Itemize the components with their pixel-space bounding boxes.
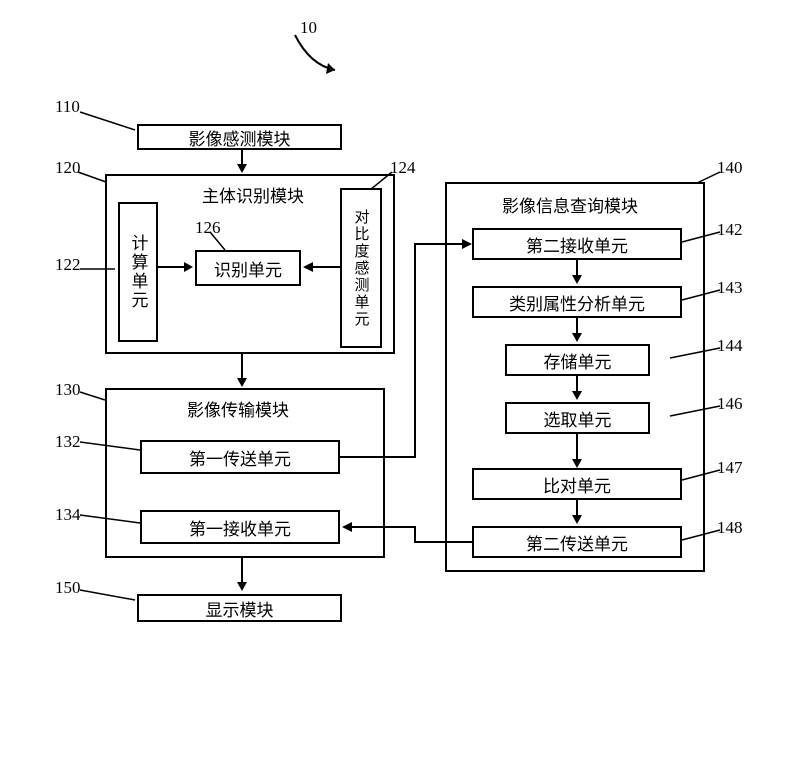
- module-126: 识别单元: [195, 250, 301, 286]
- module-120-title: 主体识别模块: [202, 182, 304, 207]
- arrow-down: [570, 318, 584, 344]
- module-147-text: 比对单元: [543, 472, 611, 497]
- leader-line: [670, 348, 720, 360]
- module-130-title: 影像传输模块: [187, 396, 289, 421]
- label-132: 132: [55, 432, 81, 452]
- label-144: 144: [717, 336, 743, 356]
- arrow-down: [570, 260, 584, 286]
- leader-line: [80, 442, 145, 454]
- curved-arrow-icon: [290, 30, 350, 80]
- leader-line: [80, 265, 120, 273]
- module-140-title: 影像信息查询模块: [502, 192, 638, 217]
- module-122: 计算单元: [118, 202, 158, 342]
- label-148: 148: [717, 518, 743, 538]
- leader-line: [80, 590, 140, 605]
- leader-line: [80, 515, 145, 527]
- module-150: 显示模块: [137, 594, 342, 622]
- label-110: 110: [55, 97, 80, 117]
- module-150-text: 显示模块: [206, 596, 274, 621]
- module-134-text: 第一接收单元: [189, 515, 291, 540]
- label-146: 146: [717, 394, 743, 414]
- module-148-text: 第二传送单元: [526, 530, 628, 555]
- arrow-left-148-134: [340, 520, 475, 548]
- label-130: 130: [55, 380, 81, 400]
- leader-line: [682, 530, 720, 542]
- module-148: 第二传送单元: [472, 526, 682, 558]
- module-146: 选取单元: [505, 402, 650, 434]
- arrow-down: [570, 434, 584, 470]
- module-122-text: 计算单元: [126, 234, 151, 310]
- module-126-text: 识别单元: [214, 256, 282, 281]
- arrow-down: [235, 150, 249, 175]
- module-142-text: 第二接收单元: [526, 232, 628, 257]
- module-144-text: 存储单元: [544, 348, 612, 373]
- leader-line: [682, 290, 720, 302]
- module-143: 类别属性分析单元: [472, 286, 682, 318]
- label-147: 147: [717, 458, 743, 478]
- module-132: 第一传送单元: [140, 440, 340, 474]
- module-146-text: 选取单元: [544, 406, 612, 431]
- leader-line: [682, 470, 720, 482]
- label-150: 150: [55, 578, 81, 598]
- label-140: 140: [717, 158, 743, 178]
- leader-line: [682, 232, 720, 244]
- arrow-right-132-142: [340, 240, 475, 465]
- arrow-down: [235, 354, 249, 389]
- leader-line: [670, 406, 720, 418]
- label-143: 143: [717, 278, 743, 298]
- module-110: 影像感测模块: [137, 124, 342, 150]
- arrow-right: [158, 260, 195, 274]
- label-120: 120: [55, 158, 81, 178]
- module-143-text: 类别属性分析单元: [509, 290, 645, 315]
- label-134: 134: [55, 505, 81, 525]
- module-147: 比对单元: [472, 468, 682, 500]
- arrow-down: [570, 376, 584, 402]
- module-144: 存储单元: [505, 344, 650, 376]
- arrow-down: [570, 500, 584, 526]
- module-142: 第二接收单元: [472, 228, 682, 260]
- arrow-down: [235, 558, 249, 593]
- module-132-text: 第一传送单元: [189, 445, 291, 470]
- module-134: 第一接收单元: [140, 510, 340, 544]
- label-122: 122: [55, 255, 81, 275]
- module-110-text: 影像感测模块: [189, 125, 291, 150]
- label-142: 142: [717, 220, 743, 240]
- arrow-left: [301, 260, 340, 274]
